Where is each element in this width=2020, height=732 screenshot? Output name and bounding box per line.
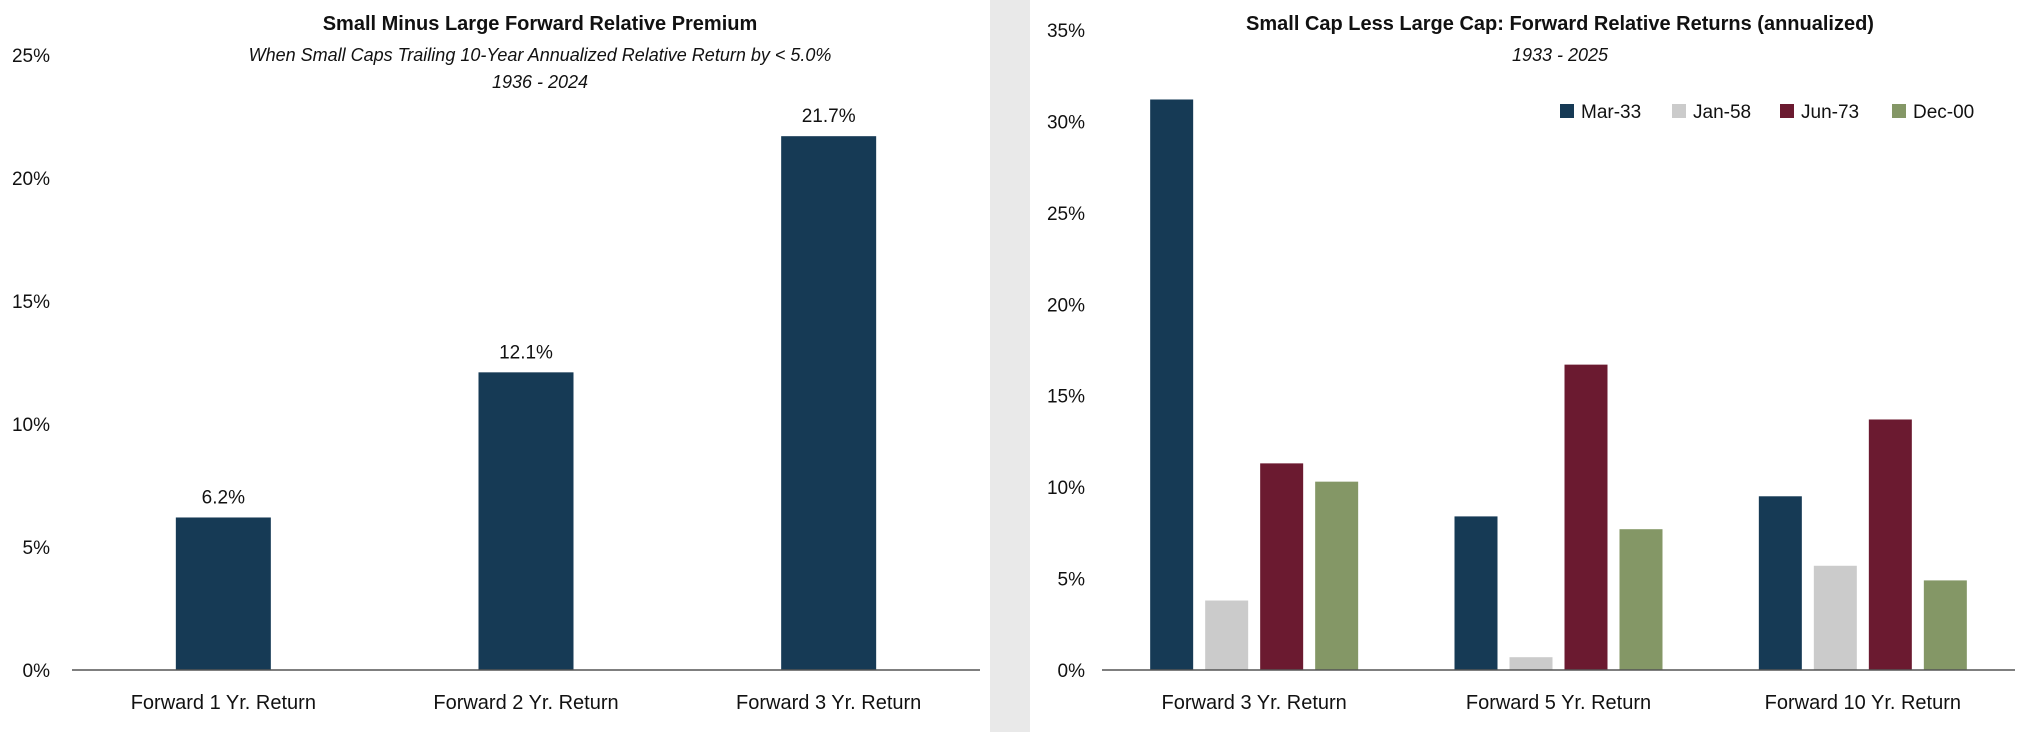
bar: [1205, 600, 1249, 670]
right-plot-area: 0% 5% 10% 15% 20% 25% 30% 35% Forward 3 Yr. Retu…: [1047, 21, 2015, 714]
panel-divider: [990, 0, 1030, 732]
x-category-label: Forward 5 Yr. Return: [1466, 692, 1651, 714]
x-category-label: Forward 3 Yr. Return: [1162, 692, 1347, 714]
legend-label: Jun-73: [1801, 102, 1859, 123]
y-tick-label: 25%: [12, 46, 50, 67]
x-category-label: Forward 1 Yr. Return: [131, 692, 316, 714]
y-tick-label: 20%: [1047, 295, 1085, 316]
y-tick-label: 25%: [1047, 204, 1085, 225]
bar: [1564, 364, 1608, 670]
y-tick-label: 0%: [1058, 661, 1086, 682]
legend-label: Dec-00: [1913, 102, 1974, 123]
bar: [1454, 516, 1498, 670]
y-tick-label: 5%: [23, 538, 51, 559]
left-chart-title: Small Minus Large Forward Relative Premi…: [323, 13, 758, 35]
x-category-label: Forward 10 Yr. Return: [1765, 692, 1961, 714]
right-chart-title: Small Cap Less Large Cap: Forward Relati…: [1246, 13, 1874, 35]
bar: [1619, 529, 1663, 670]
x-category-label: Forward 2 Yr. Return: [433, 692, 618, 714]
legend-swatch: [1780, 104, 1794, 118]
y-tick-label: 5%: [1058, 570, 1086, 591]
legend-swatch: [1560, 104, 1574, 118]
x-category-label: Forward 3 Yr. Return: [736, 692, 921, 714]
legend-swatch: [1672, 104, 1686, 118]
y-tick-label: 0%: [23, 661, 51, 682]
y-tick-label: 15%: [12, 292, 50, 313]
bar: [781, 136, 877, 670]
data-label: 6.2%: [202, 487, 245, 508]
bar: [1315, 481, 1359, 670]
bar: [1509, 657, 1553, 670]
left-chart-subtitle-2: 1936 - 2024: [492, 72, 588, 92]
legend-swatch: [1892, 104, 1906, 118]
y-tick-label: 35%: [1047, 21, 1085, 42]
bar: [478, 372, 574, 670]
bar: [1260, 463, 1304, 670]
right-chart-legend: Mar-33 Jan-58 Jun-73 Dec-00: [1560, 102, 1974, 123]
data-label: 21.7%: [802, 106, 856, 127]
bar: [1758, 496, 1802, 670]
data-label: 12.1%: [499, 342, 553, 363]
right-chart-subtitle: 1933 - 2025: [1512, 45, 1609, 65]
right-chart: Small Cap Less Large Cap: Forward Relati…: [1047, 13, 2015, 714]
left-chart-subtitle-1: When Small Caps Trailing 10-Year Annuali…: [249, 45, 832, 65]
legend-label: Jan-58: [1693, 102, 1751, 123]
y-tick-label: 15%: [1047, 387, 1085, 408]
bar: [175, 517, 271, 670]
left-plot-area: 0% 5% 10% 15% 20% 25% 6.2% Forward 1 Yr. Return…: [12, 46, 980, 714]
bar: [1813, 565, 1857, 670]
y-tick-label: 10%: [1047, 478, 1085, 499]
left-chart: Small Minus Large Forward Relative Premi…: [12, 13, 980, 714]
legend-label: Mar-33: [1581, 102, 1641, 123]
left-chart-panel: Small Minus Large Forward Relative Premi…: [0, 0, 990, 732]
right-chart-panel: Small Cap Less Large Cap: Forward Relati…: [1030, 0, 2020, 732]
y-tick-label: 10%: [12, 415, 50, 436]
bar: [1923, 580, 1967, 670]
y-tick-label: 30%: [1047, 112, 1085, 133]
y-tick-label: 20%: [12, 169, 50, 190]
bar: [1150, 99, 1194, 670]
bar: [1868, 419, 1912, 670]
